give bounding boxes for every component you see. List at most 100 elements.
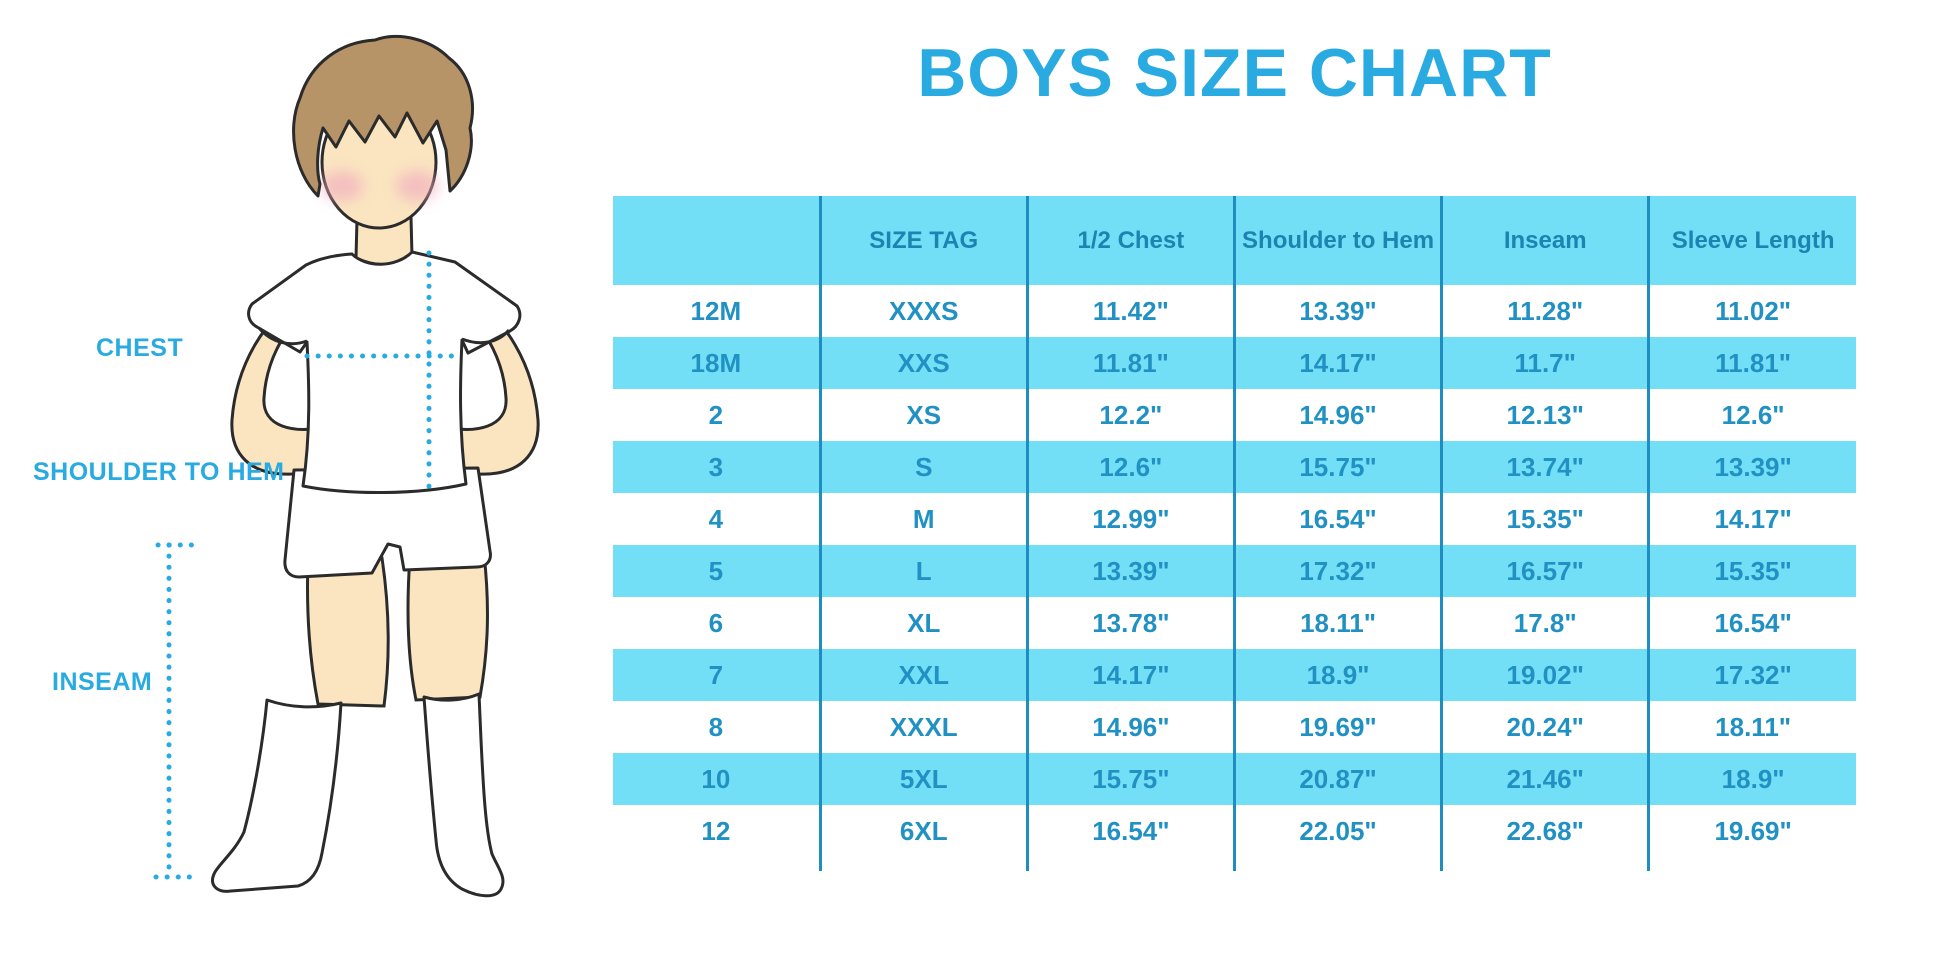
table-cell: 4 <box>613 493 822 545</box>
footer-cell <box>1648 857 1856 871</box>
table-cell: 19.02" <box>1441 649 1651 701</box>
boy-blush-right <box>396 171 438 201</box>
footer-cell <box>613 857 822 871</box>
column-header-inseam: Inseam <box>1441 196 1651 285</box>
table-cell: 17.32" <box>1648 649 1856 701</box>
table-cell: 21.46" <box>1441 753 1651 805</box>
table-cell: L <box>820 545 1029 597</box>
table-cell: 12 <box>613 805 822 857</box>
boy-blush-left <box>321 171 363 201</box>
table-cell: 11.7" <box>1441 337 1651 389</box>
table-cell: 8 <box>613 701 822 753</box>
table-cell: 12.6" <box>1648 389 1856 441</box>
footer-cell <box>1027 857 1236 871</box>
table-cell: 20.24" <box>1441 701 1651 753</box>
table-cell: 18M <box>613 337 822 389</box>
footer-row <box>613 857 1856 871</box>
table-row: 10 5XL 15.75" 20.87" 21.46" 18.9" <box>613 753 1856 805</box>
table-cell: 12.13" <box>1441 389 1651 441</box>
table-cell: 16.54" <box>1234 493 1444 545</box>
table-cell: 20.87" <box>1234 753 1444 805</box>
page-title: BOYS SIZE CHART <box>917 35 1552 111</box>
table-cell: 14.17" <box>1027 649 1236 701</box>
table-cell: 18.9" <box>1234 649 1444 701</box>
table-cell: 16.54" <box>1027 805 1236 857</box>
footer-cell <box>1441 857 1651 871</box>
inseam-label: INSEAM <box>52 668 153 696</box>
table-cell: 12.6" <box>1027 441 1236 493</box>
table-cell: XXS <box>820 337 1029 389</box>
table-cell: XXXL <box>820 701 1029 753</box>
boy-leg-left <box>305 556 390 708</box>
boy-illustration <box>153 35 540 898</box>
table-cell: XXL <box>820 649 1029 701</box>
boy-shorts <box>283 466 492 579</box>
size-table-container: SIZE TAG 1/2 Chest Shoulder to Hem Inseam Sl… <box>613 196 1856 871</box>
table-cell: 12.99" <box>1027 493 1236 545</box>
table-cell: 14.17" <box>1234 337 1444 389</box>
table-cell: XXXS <box>820 285 1029 337</box>
table-cell: 3 <box>613 441 822 493</box>
footer-cell <box>1234 857 1444 871</box>
table-cell: 22.68" <box>1441 805 1651 857</box>
table-cell: 11.28" <box>1441 285 1651 337</box>
table-row: 3 S 12.6" 15.75" 13.74" 13.39" <box>613 441 1856 493</box>
size-table-header: SIZE TAG 1/2 Chest Shoulder to Hem Inseam Sl… <box>613 196 1856 285</box>
table-cell: 17.32" <box>1234 545 1444 597</box>
table-cell: 18.11" <box>1234 597 1444 649</box>
table-cell: 15.75" <box>1027 753 1236 805</box>
table-cell: 18.9" <box>1648 753 1856 805</box>
table-cell: 5 <box>613 545 822 597</box>
shoulder-to-hem-label: SHOULDER TO HEM <box>33 458 285 486</box>
table-cell: 11.81" <box>1648 337 1856 389</box>
chest-label: CHEST <box>96 334 184 362</box>
table-cell: 14.96" <box>1027 701 1236 753</box>
column-header-1-2-chest: 1/2 Chest <box>1027 196 1236 285</box>
boy-sleeve-crease-right <box>461 328 511 345</box>
table-cell: 13.39" <box>1027 545 1236 597</box>
header-row: SIZE TAG 1/2 Chest Shoulder to Hem Inseam Sl… <box>613 196 1856 285</box>
table-cell: 13.39" <box>1648 441 1856 493</box>
table-cell: 12.2" <box>1027 389 1236 441</box>
table-row: 4 M 12.99" 16.54" 15.35" 14.17" <box>613 493 1856 545</box>
table-cell: 11.81" <box>1027 337 1236 389</box>
table-cell: 16.54" <box>1648 597 1856 649</box>
table-cell: 12M <box>613 285 822 337</box>
table-cell: 13.78" <box>1027 597 1236 649</box>
table-cell: 11.42" <box>1027 285 1236 337</box>
table-cell: XS <box>820 389 1029 441</box>
boy-hair <box>292 35 474 198</box>
table-row: 7 XXL 14.17" 18.9" 19.02" 17.32" <box>613 649 1856 701</box>
column-header-blank <box>613 196 822 285</box>
boy-sleeve-crease-left <box>257 326 308 346</box>
table-cell: 15.35" <box>1648 545 1856 597</box>
table-row: 18M XXS 11.81" 14.17" 11.7" 11.81" <box>613 337 1856 389</box>
table-cell: 19.69" <box>1648 805 1856 857</box>
table-cell: 6 <box>613 597 822 649</box>
table-cell: 5XL <box>820 753 1029 805</box>
boy-sock-right <box>422 692 505 898</box>
table-cell: M <box>820 493 1029 545</box>
table-cell: 16.57" <box>1441 545 1651 597</box>
table-cell: 7 <box>613 649 822 701</box>
table-row: 12M XXXS 11.42" 13.39" 11.28" 11.02" <box>613 285 1856 337</box>
table-cell: 6XL <box>820 805 1029 857</box>
table-cell: 14.96" <box>1234 389 1444 441</box>
table-row: 5 L 13.39" 17.32" 16.57" 15.35" <box>613 545 1856 597</box>
table-cell: 14.17" <box>1648 493 1856 545</box>
boy-sock-left <box>211 698 343 893</box>
table-cell: 17.8" <box>1441 597 1651 649</box>
table-cell: 19.69" <box>1234 701 1444 753</box>
table-cell: 11.02" <box>1648 285 1856 337</box>
table-cell: 15.35" <box>1441 493 1651 545</box>
table-row: 12 6XL 16.54" 22.05" 22.68" 19.69" <box>613 805 1856 857</box>
table-cell: 10 <box>613 753 822 805</box>
size-table: SIZE TAG 1/2 Chest Shoulder to Hem Inseam Sl… <box>613 196 1856 871</box>
column-header-sleeve-length: Sleeve Length <box>1648 196 1856 285</box>
table-cell: S <box>820 441 1029 493</box>
table-cell: 18.11" <box>1648 701 1856 753</box>
table-row: 8 XXXL 14.96" 19.69" 20.24" 18.11" <box>613 701 1856 753</box>
measurement-diagram: CHEST SHOULDER TO HEM INSEAM <box>0 0 560 973</box>
table-cell: 13.74" <box>1441 441 1651 493</box>
